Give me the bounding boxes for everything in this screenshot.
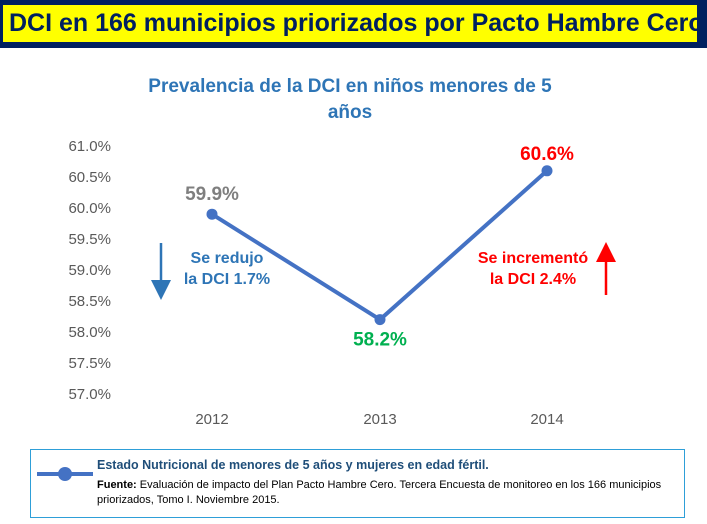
series-line (210, 169, 549, 322)
chart-title: Prevalencia de la DCI en niños menores d… (100, 74, 600, 126)
data-point-2013 (374, 314, 386, 326)
increase-line2: la DCI 2.4% (489, 271, 577, 288)
x-tick-label: 2013 (363, 411, 396, 428)
y-tick-label: 58.5% (68, 293, 111, 310)
y-tick-label: 57.5% (68, 355, 111, 372)
data-points (206, 165, 553, 326)
y-tick-label: 60.5% (68, 169, 111, 186)
data-point-2014 (541, 165, 553, 177)
y-tick-label: 61.0% (68, 138, 111, 155)
chart-title-line2: años (327, 102, 373, 123)
legend-line-marker (37, 467, 93, 481)
y-tick-label: 59.5% (68, 231, 111, 248)
data-label-2014: 60.6% (520, 144, 574, 165)
chart-title-line1: Prevalencia de la DCI en niños menores d… (148, 76, 552, 97)
decrease-annotation: Se redujo la DCI 1.7% (172, 248, 282, 290)
data-point-2012 (206, 208, 218, 220)
legend-series-label: Estado Nutricional de menores de 5 años … (97, 458, 489, 472)
x-tick-label: 2012 (195, 411, 228, 428)
increase-line1: Se incrementó (477, 250, 589, 267)
page-title: DCI en 166 municipios priorizados por Pa… (3, 5, 697, 42)
data-labels: 59.9% 58.2% 60.6% (185, 144, 574, 351)
y-axis: 61.0% 60.5% 60.0% 59.5% 59.0% 58.5% 58.0% 57.5%… (68, 138, 111, 403)
legend-box: Estado Nutricional de menores de 5 años … (30, 449, 685, 518)
source-text: Evaluación de impacto del Plan Pacto Ham… (97, 479, 662, 506)
data-label-2013: 58.2% (353, 330, 407, 351)
y-tick-label: 57.0% (68, 386, 111, 403)
source-label: Fuente: (97, 479, 137, 491)
decrease-line2: la DCI 1.7% (183, 271, 271, 288)
header-banner: DCI en 166 municipios priorizados por Pa… (0, 0, 707, 48)
decrease-line1: Se redujo (190, 250, 264, 267)
y-tick-label: 58.0% (68, 324, 111, 341)
x-tick-label: 2014 (530, 411, 563, 428)
increase-annotation: Se incrementó la DCI 2.4% (468, 248, 598, 290)
legend-source: Fuente: Evaluación de impacto del Plan P… (97, 478, 677, 508)
y-tick-label: 60.0% (68, 200, 111, 217)
data-label-2012: 59.9% (185, 184, 239, 205)
x-axis: 2012 2013 2014 (195, 411, 563, 428)
y-tick-label: 59.0% (68, 262, 111, 279)
